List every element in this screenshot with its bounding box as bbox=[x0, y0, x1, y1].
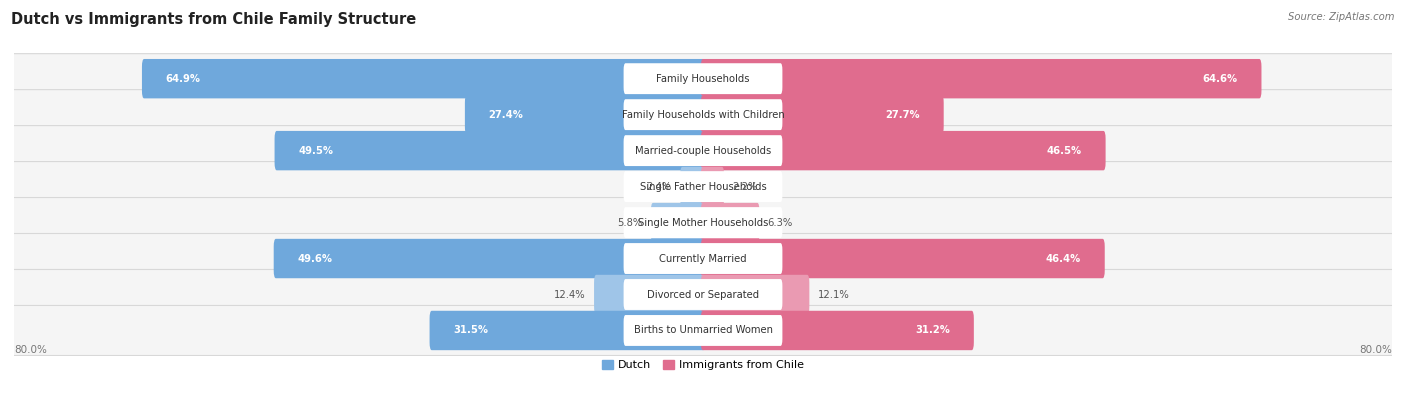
Text: 49.5%: 49.5% bbox=[298, 146, 333, 156]
FancyBboxPatch shape bbox=[274, 131, 706, 170]
FancyBboxPatch shape bbox=[700, 275, 810, 314]
FancyBboxPatch shape bbox=[274, 239, 706, 278]
FancyBboxPatch shape bbox=[700, 239, 1105, 278]
FancyBboxPatch shape bbox=[11, 269, 1395, 320]
Text: 80.0%: 80.0% bbox=[1360, 344, 1392, 355]
FancyBboxPatch shape bbox=[624, 63, 782, 94]
FancyBboxPatch shape bbox=[11, 233, 1395, 284]
Text: 2.2%: 2.2% bbox=[733, 182, 758, 192]
Text: 80.0%: 80.0% bbox=[14, 344, 46, 355]
Text: Single Father Households: Single Father Households bbox=[640, 182, 766, 192]
FancyBboxPatch shape bbox=[651, 203, 706, 242]
Text: Source: ZipAtlas.com: Source: ZipAtlas.com bbox=[1288, 12, 1395, 22]
FancyBboxPatch shape bbox=[700, 203, 759, 242]
Text: Family Households with Children: Family Households with Children bbox=[621, 110, 785, 120]
FancyBboxPatch shape bbox=[11, 54, 1395, 104]
FancyBboxPatch shape bbox=[624, 135, 782, 166]
Text: Married-couple Households: Married-couple Households bbox=[636, 146, 770, 156]
Text: 31.2%: 31.2% bbox=[915, 325, 950, 335]
Text: 6.3%: 6.3% bbox=[768, 218, 793, 228]
FancyBboxPatch shape bbox=[681, 167, 706, 206]
Text: 27.7%: 27.7% bbox=[886, 110, 920, 120]
Text: Divorced or Separated: Divorced or Separated bbox=[647, 290, 759, 299]
FancyBboxPatch shape bbox=[700, 311, 974, 350]
Text: 12.4%: 12.4% bbox=[554, 290, 586, 299]
Text: Dutch vs Immigrants from Chile Family Structure: Dutch vs Immigrants from Chile Family St… bbox=[11, 12, 416, 27]
FancyBboxPatch shape bbox=[142, 59, 706, 98]
FancyBboxPatch shape bbox=[624, 243, 782, 274]
FancyBboxPatch shape bbox=[700, 59, 1261, 98]
Text: 31.5%: 31.5% bbox=[453, 325, 488, 335]
Text: Single Mother Households: Single Mother Households bbox=[638, 218, 768, 228]
Text: 49.6%: 49.6% bbox=[298, 254, 332, 263]
FancyBboxPatch shape bbox=[700, 95, 943, 134]
FancyBboxPatch shape bbox=[430, 311, 706, 350]
FancyBboxPatch shape bbox=[11, 305, 1395, 356]
Legend: Dutch, Immigrants from Chile: Dutch, Immigrants from Chile bbox=[598, 356, 808, 374]
FancyBboxPatch shape bbox=[624, 315, 782, 346]
Text: Currently Married: Currently Married bbox=[659, 254, 747, 263]
Text: 46.4%: 46.4% bbox=[1046, 254, 1081, 263]
FancyBboxPatch shape bbox=[624, 207, 782, 238]
FancyBboxPatch shape bbox=[11, 198, 1395, 248]
Text: 5.8%: 5.8% bbox=[617, 218, 643, 228]
FancyBboxPatch shape bbox=[11, 162, 1395, 212]
FancyBboxPatch shape bbox=[624, 99, 782, 130]
Text: 27.4%: 27.4% bbox=[488, 110, 523, 120]
FancyBboxPatch shape bbox=[465, 95, 706, 134]
Text: 64.9%: 64.9% bbox=[166, 74, 201, 84]
FancyBboxPatch shape bbox=[11, 90, 1395, 140]
FancyBboxPatch shape bbox=[624, 279, 782, 310]
FancyBboxPatch shape bbox=[700, 131, 1105, 170]
Text: Family Households: Family Households bbox=[657, 74, 749, 84]
FancyBboxPatch shape bbox=[624, 171, 782, 202]
Text: Births to Unmarried Women: Births to Unmarried Women bbox=[634, 325, 772, 335]
FancyBboxPatch shape bbox=[595, 275, 706, 314]
Text: 64.6%: 64.6% bbox=[1202, 74, 1237, 84]
Text: 2.4%: 2.4% bbox=[647, 182, 672, 192]
Text: 46.5%: 46.5% bbox=[1047, 146, 1083, 156]
Text: 12.1%: 12.1% bbox=[817, 290, 849, 299]
FancyBboxPatch shape bbox=[700, 167, 724, 206]
FancyBboxPatch shape bbox=[11, 126, 1395, 176]
